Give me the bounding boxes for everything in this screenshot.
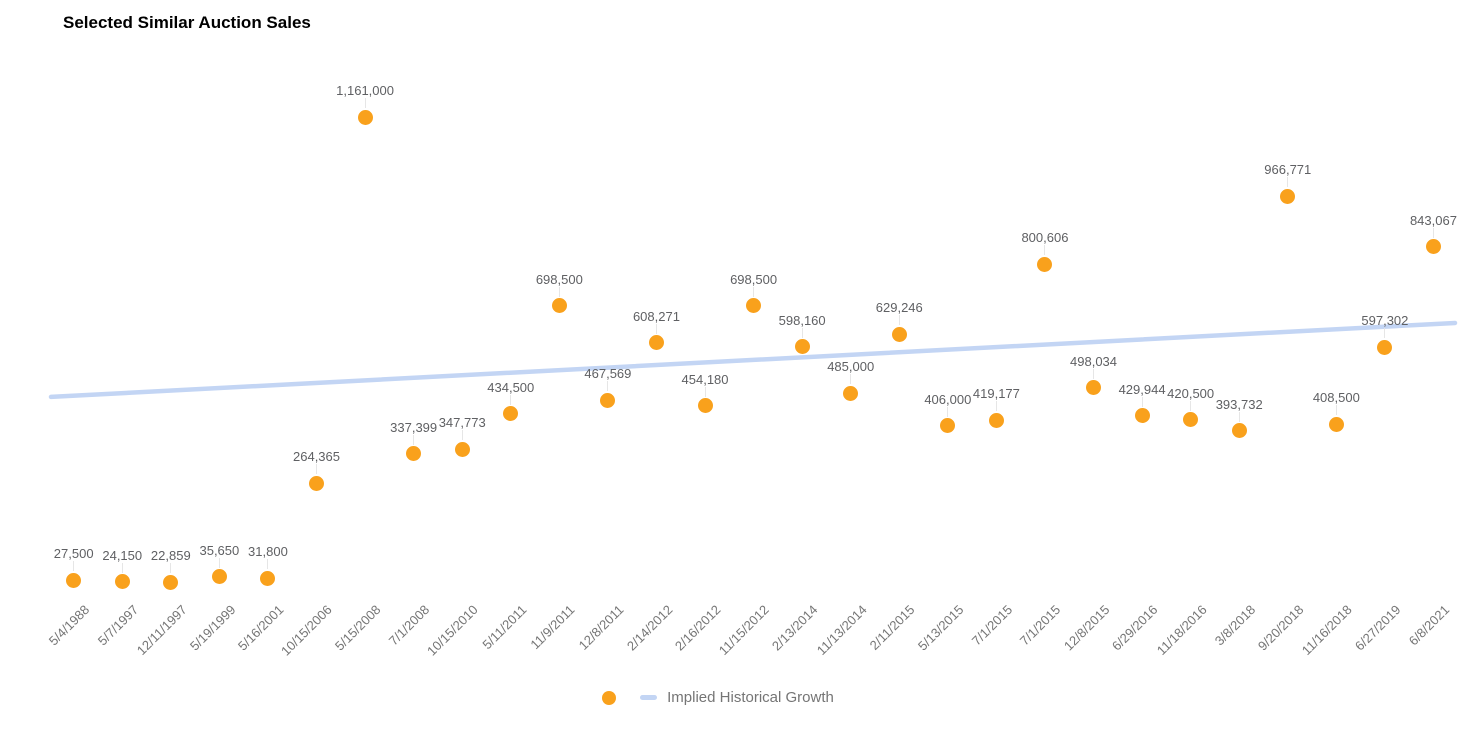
- label-stem: [1141, 396, 1143, 407]
- label-stem: [801, 327, 803, 338]
- data-point[interactable]: [600, 392, 616, 408]
- label-stem: [1287, 177, 1289, 188]
- legend: Implied Historical Growth: [0, 689, 1452, 706]
- point-value-label: 408,500: [1312, 390, 1360, 406]
- data-point[interactable]: [1086, 380, 1102, 396]
- label-stem: [995, 401, 997, 412]
- label-stem: [1093, 368, 1095, 379]
- data-point[interactable]: [1183, 412, 1199, 428]
- label-stem: [461, 430, 463, 441]
- label-stem: [655, 323, 657, 334]
- point-value-label: 347,773: [438, 415, 486, 431]
- point-value-label: 698,500: [535, 271, 583, 287]
- point-value-label: 429,944: [1118, 381, 1166, 397]
- label-stem: [73, 561, 75, 572]
- label-stem: [704, 386, 706, 397]
- data-point[interactable]: [697, 398, 713, 414]
- label-stem: [1335, 405, 1337, 416]
- label-stem: [850, 374, 852, 385]
- label-stem: [121, 562, 123, 573]
- point-value-label: 597,302: [1361, 313, 1409, 329]
- point-value-label: 966,771: [1264, 162, 1312, 178]
- label-stem: [413, 434, 415, 445]
- data-point[interactable]: [891, 326, 907, 342]
- label-stem: [170, 563, 172, 574]
- point-value-label: 485,000: [827, 359, 875, 375]
- point-value-label: 454,180: [681, 371, 729, 387]
- data-point[interactable]: [163, 574, 179, 590]
- point-value-label: 393,732: [1215, 396, 1263, 412]
- data-point[interactable]: [1377, 339, 1393, 355]
- implied-growth-trend-line: [48, 320, 1458, 400]
- chart-title: Selected Similar Auction Sales: [63, 13, 311, 32]
- label-stem: [364, 98, 366, 108]
- label-stem: [1190, 400, 1192, 411]
- legend-trendline-icon: [640, 695, 658, 700]
- data-point[interactable]: [843, 385, 859, 401]
- label-stem: [753, 286, 755, 297]
- point-value-label: 608,271: [632, 308, 680, 324]
- label-stem: [510, 394, 512, 405]
- label-stem: [1384, 328, 1386, 339]
- label-stem: [316, 464, 317, 475]
- data-point[interactable]: [114, 574, 130, 590]
- point-value-label: 22,859: [150, 548, 191, 564]
- point-value-label: 337,399: [390, 419, 438, 435]
- label-stem: [218, 557, 220, 568]
- data-point[interactable]: [357, 109, 373, 125]
- point-value-label: 406,000: [924, 391, 972, 407]
- data-point[interactable]: [1037, 256, 1053, 272]
- data-point[interactable]: [1425, 239, 1441, 255]
- data-point[interactable]: [940, 418, 956, 433]
- point-value-label: 843,067: [1409, 212, 1457, 228]
- point-value-label: 31,800: [248, 544, 288, 560]
- point-value-label: 27,500: [53, 546, 94, 562]
- data-point[interactable]: [648, 335, 664, 351]
- data-point[interactable]: [1328, 416, 1344, 432]
- label-stem: [1238, 411, 1240, 422]
- point-value-label: 498,034: [1070, 353, 1118, 369]
- data-point[interactable]: [406, 446, 422, 462]
- label-stem: [558, 286, 560, 297]
- point-value-label: 598,160: [778, 312, 826, 328]
- label-stem: [947, 406, 949, 417]
- point-value-label: 419,177: [972, 386, 1020, 402]
- label-stem: [1432, 227, 1434, 238]
- legend-trendline-label: Implied Historical Growth: [667, 689, 834, 706]
- point-value-label: 698,500: [730, 271, 778, 287]
- data-point[interactable]: [211, 569, 227, 585]
- label-stem: [267, 559, 269, 570]
- data-point[interactable]: [794, 339, 810, 355]
- point-value-label: 24,150: [102, 547, 143, 563]
- point-value-label: 420,500: [1167, 385, 1215, 401]
- data-point[interactable]: [454, 441, 470, 457]
- point-value-label: 434,500: [487, 379, 535, 395]
- point-value-label: 467,569: [584, 366, 632, 382]
- data-point[interactable]: [260, 570, 276, 586]
- label-stem: [1044, 245, 1046, 256]
- point-value-label: 629,246: [875, 300, 923, 316]
- data-point[interactable]: [551, 298, 567, 314]
- point-value-label: 264,365: [293, 449, 340, 465]
- data-point[interactable]: [1280, 188, 1296, 204]
- label-stem: [607, 381, 609, 392]
- data-point[interactable]: [1134, 408, 1150, 424]
- data-point[interactable]: [309, 475, 324, 491]
- label-stem: [898, 315, 900, 326]
- data-point[interactable]: [1231, 423, 1247, 439]
- data-point[interactable]: [746, 298, 762, 314]
- point-value-label: 35,650: [199, 542, 240, 558]
- data-point[interactable]: [66, 572, 82, 588]
- data-point[interactable]: [988, 412, 1004, 428]
- data-point[interactable]: [503, 406, 519, 422]
- point-value-label: 1,161,000: [336, 83, 394, 98]
- legend-series-point-icon: [602, 690, 617, 705]
- point-value-label: 800,606: [1021, 230, 1069, 246]
